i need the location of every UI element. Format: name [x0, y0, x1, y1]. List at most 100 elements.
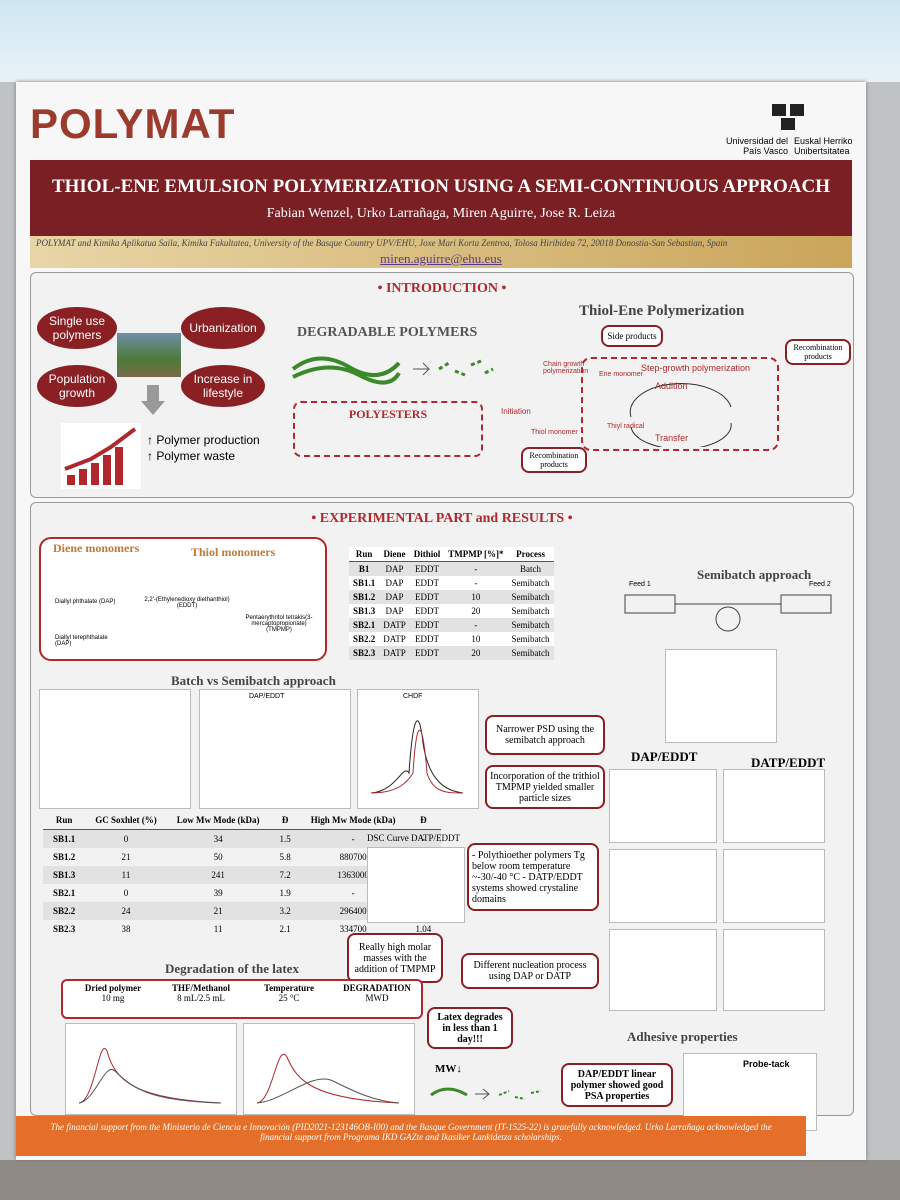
monomer-name: Pentaerythritol tetrakis(3-mercaptopropi…: [245, 615, 313, 633]
table: Run Diene Dithiol TMPMP [%]* Process B1 DAP EDD…: [349, 547, 554, 660]
step-name: Temperature: [264, 983, 314, 993]
experimental-panel: • EXPERIMENTAL PART and RESULTS • Diene …: [30, 502, 854, 1131]
chdf-plot: [357, 689, 479, 809]
header-row: Run Diene Dithiol TMPMP [%]* Process: [349, 547, 554, 562]
polymer-chains: [291, 356, 494, 385]
degradable-heading: DEGRADABLE POLYMERS: [297, 325, 478, 340]
cell: EDDT: [415, 606, 440, 616]
cell: Batch: [507, 561, 554, 576]
cell: 38: [121, 924, 131, 934]
cell: 1.5: [269, 829, 301, 848]
cell: SB1.1: [353, 578, 376, 588]
callout: Incorporation of the trithiol TMPMP yiel…: [485, 765, 605, 809]
row: SB1.2 DAP EDDT 10 Semibatch: [349, 590, 554, 604]
affiliation: POLYMAT and Kimika Aplikatua Saila, Kimi…: [36, 238, 728, 248]
callout: Really high molar masses with the additi…: [347, 933, 443, 983]
cell: Semibatch: [511, 606, 550, 616]
cell: Semibatch: [507, 590, 554, 604]
cell: 3.2: [269, 902, 301, 920]
cell: SB2.2: [353, 634, 376, 644]
cell: DAP: [385, 578, 404, 588]
cell: 24: [85, 902, 167, 920]
row: SB2.1 DATP EDDT - Semibatch: [349, 618, 554, 632]
cell: DATP: [379, 646, 410, 660]
cell: EDDT: [409, 590, 445, 604]
cell: DATP: [383, 634, 406, 644]
conversion-plot-2: [665, 649, 777, 743]
label-box: Recombination products: [785, 339, 851, 365]
header-cell: Đ: [269, 811, 301, 830]
row: B1 DAP EDDT - Batch: [349, 561, 554, 576]
row: SB2.2 DATP EDDT 10 Semibatch: [349, 632, 554, 646]
degradation-step: Temperature 25 °C: [247, 983, 331, 1003]
cell: 0: [85, 829, 167, 848]
cell: Semibatch: [507, 618, 554, 632]
degradation-icon: [430, 1087, 542, 1100]
driver: Increase in lifestyle: [181, 365, 265, 407]
cycle-box: [581, 357, 779, 451]
step-name: Dried polymer: [84, 983, 142, 993]
cell: 880700: [339, 852, 367, 862]
cell: EDDT: [409, 646, 445, 660]
label: Thiyl radical: [607, 423, 645, 430]
window: [0, 0, 900, 82]
cell: SB2.1: [53, 888, 76, 898]
np-plot: [723, 849, 825, 923]
driver: Urbanization: [181, 307, 265, 349]
monomer-name: Diallyl phthalate (DAP): [55, 599, 116, 605]
growth-chart-icon: [61, 423, 141, 489]
polyesters: POLYESTERS: [348, 407, 428, 421]
cell: DAP: [379, 590, 410, 604]
result-name: DEGRADATION: [343, 983, 411, 993]
degradation-result: DEGRADATION MWD: [335, 983, 419, 1003]
row: SB1.3 DAP EDDT 20 Semibatch: [349, 604, 554, 618]
callout: Different nucleation process using DAP o…: [461, 953, 599, 989]
cycle-arrows: [629, 383, 732, 447]
callout: Narrower PSD using the semibatch approac…: [485, 715, 605, 755]
plot-title: Probe-tack: [743, 1059, 790, 1069]
title-bar: [30, 160, 852, 236]
cell: 20: [471, 606, 481, 616]
row: SB1.1 DAP EDDT - Semibatch: [349, 576, 554, 590]
cell: SB2.1: [349, 618, 380, 632]
cell: EDDT: [415, 578, 440, 588]
plot-group-title: DAP/EDDT: [631, 749, 698, 764]
feed-label: Feed 2: [809, 581, 831, 588]
chdf-curves: [370, 720, 464, 794]
cell: Semibatch: [511, 578, 550, 588]
cell: -: [351, 888, 355, 898]
authors: Fabian Wenzel, Urko Larrañaga, Miren Agu…: [266, 206, 616, 221]
dp-plot: [609, 769, 717, 843]
cell: -: [405, 829, 442, 848]
np-plot: [609, 849, 717, 923]
header-cell: Run: [349, 547, 380, 562]
cell: DATP: [379, 618, 410, 632]
plot-group-title: DATP/EDDT: [751, 755, 826, 770]
feed-label: Feed 1: [629, 581, 651, 588]
row: SB2.3 DATP EDDT 20 Semibatch: [349, 646, 554, 660]
thiol-ene-heading: Thiol-Ene Polymerization: [579, 303, 745, 319]
monomer-name: 2,2'-(Ethylenedioxy diethanthiol) (EDDT): [144, 597, 230, 609]
cell: -: [474, 578, 478, 588]
university-es: Universidad del País Vasco: [725, 136, 788, 156]
introduction-panel: • INTRODUCTION • Single use polymers Urb…: [30, 272, 854, 498]
polyester-box: [293, 401, 483, 457]
label: Addition: [655, 381, 688, 391]
degradation-step: THF/Methanol 8 mL/2.5 mL: [159, 983, 243, 1003]
label-box: Side products: [601, 325, 663, 347]
step-name: THF/Methanol: [172, 983, 230, 993]
step-detail: 10 mg: [101, 993, 125, 1003]
cell: -: [444, 618, 508, 632]
step-detail: 25 °C: [278, 993, 300, 1003]
cell: 10: [444, 590, 508, 604]
label: Ene monomer: [599, 371, 643, 378]
down-arrow: [141, 385, 165, 415]
header-cell: Diene: [379, 547, 410, 562]
callout: - Polythioether polymers Tg below room t…: [467, 843, 599, 911]
university-emblem: [772, 104, 804, 130]
mwd-curves: [256, 1053, 400, 1104]
footer: The financial support from the Ministeri…: [16, 1116, 806, 1156]
cell: 1.04: [415, 924, 432, 934]
effect: ↑ Polymer production: [147, 433, 260, 447]
